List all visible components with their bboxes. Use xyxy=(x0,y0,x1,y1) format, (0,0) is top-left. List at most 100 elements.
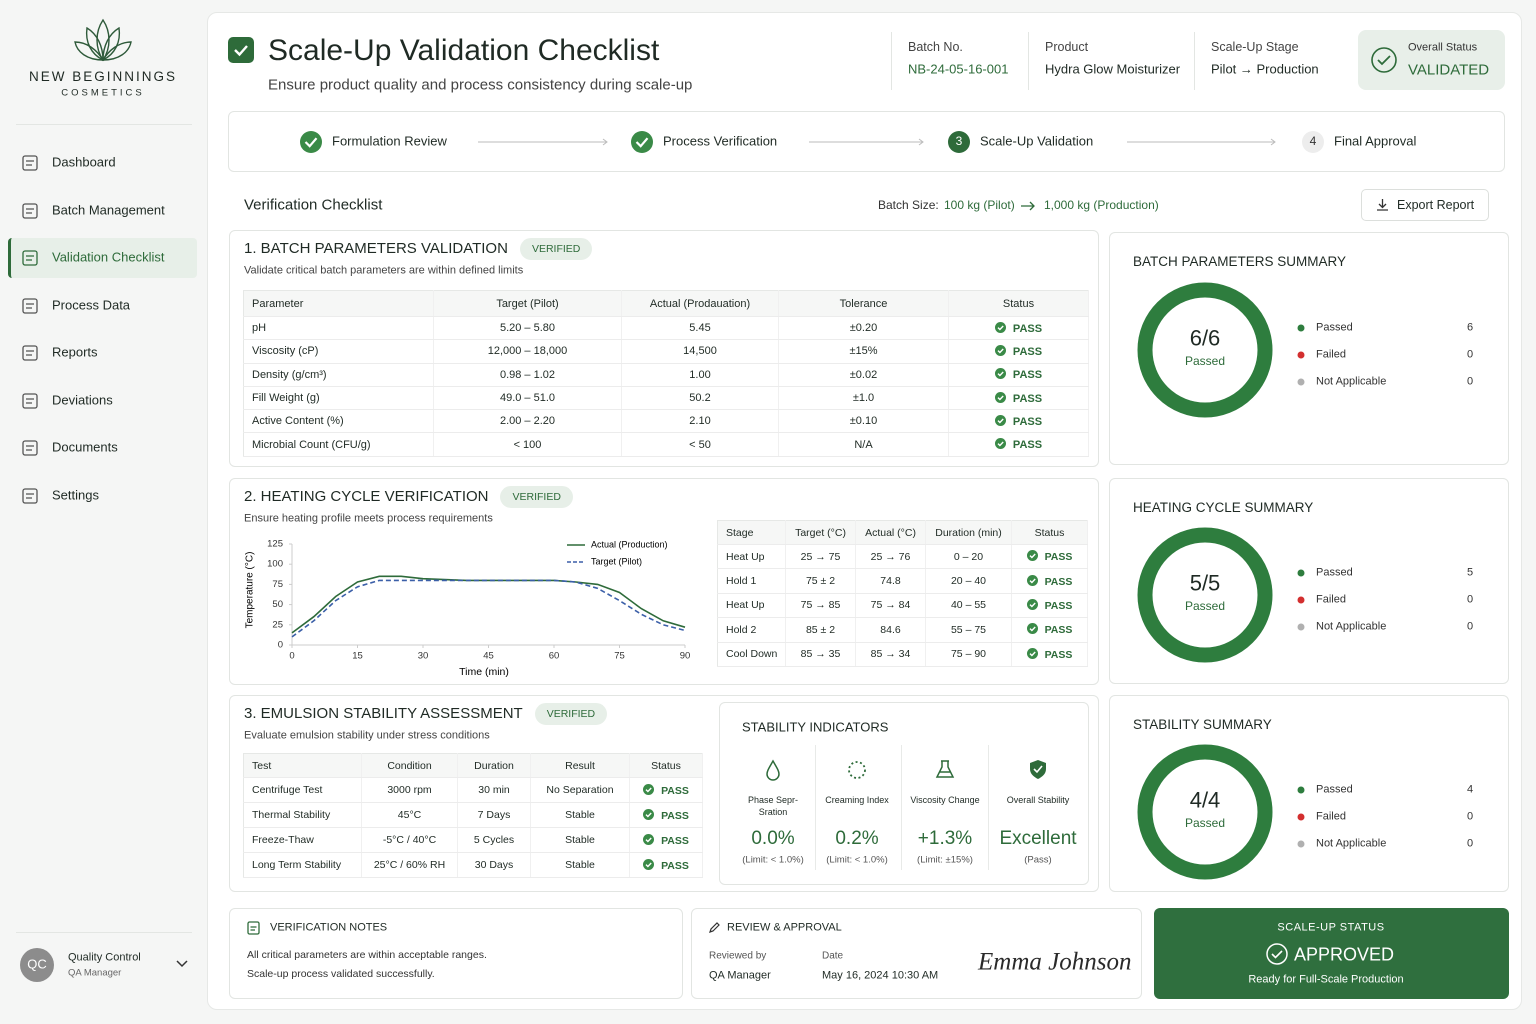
table-cell: 7 Days xyxy=(457,802,531,828)
legend-value: 0 xyxy=(1466,620,1474,633)
summary-title: STABILITY SUMMARY xyxy=(1133,717,1272,733)
table-row: Long Term Stability 25°C / 60% RH 30 Days S… xyxy=(243,852,703,878)
table-cell: PASS xyxy=(1011,544,1088,570)
donut-label: Passed xyxy=(1184,816,1226,831)
table-cell: PASS xyxy=(948,432,1089,457)
nav-active xyxy=(8,238,197,278)
pass-icon xyxy=(994,321,1006,333)
table-cell: pH xyxy=(243,316,434,341)
chevron[interactable] xyxy=(176,960,188,968)
table-cell: PASS xyxy=(948,409,1089,434)
table-cell: Stable xyxy=(530,802,630,828)
y-tick-label: 25 xyxy=(272,619,283,630)
table-cell: 75 ± 2 xyxy=(785,568,856,594)
table-cell: PASS xyxy=(1011,568,1088,594)
table-cell: Heat Up xyxy=(717,593,786,619)
notes-line: All critical parameters are within accep… xyxy=(247,948,487,961)
column-header: Duration xyxy=(457,753,531,778)
nav-item[interactable]: Process Data xyxy=(52,297,131,313)
review-title: REVIEW & APPROVAL xyxy=(727,921,842,934)
badge: VERIFIED xyxy=(534,702,608,726)
table-cell: 12,000 – 18,000 xyxy=(433,339,622,364)
table-cell: 45°C xyxy=(361,802,458,828)
separator xyxy=(815,745,816,870)
y-tick-label: 75 xyxy=(272,579,283,590)
status-pass: PASS xyxy=(1012,439,1043,452)
table-cell: Density (g/cm³) xyxy=(243,363,434,387)
table-cell: Microbial Count (CFU/g) xyxy=(243,432,434,457)
table-cell: 2.00 – 2.20 xyxy=(433,409,622,434)
legend-label: Passed xyxy=(1316,566,1353,579)
nav-item[interactable]: Settings xyxy=(52,487,99,503)
pass-icon xyxy=(994,344,1006,356)
stability-icon xyxy=(935,760,955,778)
legend-dot xyxy=(1297,840,1305,848)
section-title: 1. BATCH PARAMETERS VALIDATION xyxy=(244,240,508,258)
table-cell: Stable xyxy=(530,827,630,853)
table-cell: 84.6 xyxy=(855,617,926,643)
section-title: 3. EMULSION STABILITY ASSESSMENT xyxy=(244,705,523,723)
step-connector xyxy=(809,138,924,146)
review-label: Reviewed by xyxy=(709,950,767,962)
nav-icon xyxy=(22,487,38,504)
table-cell: 25°C / 60% RH xyxy=(361,852,458,878)
nav-item[interactable]: Documents xyxy=(52,439,118,455)
legend-value: 0 xyxy=(1466,810,1474,823)
title-check-mark xyxy=(234,45,248,57)
nav-item[interactable]: Validation Checklist xyxy=(52,249,165,265)
indicator-limit: (Limit: ±15%) xyxy=(917,854,973,866)
step-connector xyxy=(1127,138,1276,146)
summary-panel xyxy=(1109,232,1509,465)
step-number: 3 xyxy=(955,134,963,149)
step-connector xyxy=(478,138,608,146)
table-cell: 85 → 35 xyxy=(785,642,856,667)
step-label: Formulation Review xyxy=(332,133,447,149)
pass-icon xyxy=(643,808,655,820)
indicator-name: Overall Stability xyxy=(1006,795,1070,805)
status-label: Overall Status xyxy=(1408,41,1478,54)
nav-item[interactable]: Reports xyxy=(52,344,98,360)
legend-value: 0 xyxy=(1466,375,1474,388)
table-cell: 50.2 xyxy=(621,386,779,411)
table-cell: 85 → 34 xyxy=(855,642,926,667)
table-cell: < 50 xyxy=(621,432,779,457)
nav-item[interactable]: Batch Management xyxy=(52,202,165,218)
table-cell: 25 → 75 xyxy=(785,544,856,570)
arrow xyxy=(1021,201,1035,211)
table-cell: Heat Up xyxy=(717,544,786,570)
notes-icon xyxy=(247,921,260,935)
table-cell: Hold 1 xyxy=(717,568,786,594)
x-axis-title: Time (min) xyxy=(459,666,509,678)
legend-label: Failed xyxy=(1316,348,1346,361)
nav-icon xyxy=(22,440,38,456)
nav-item[interactable]: Dashboard xyxy=(52,154,116,170)
x-tick-label: 60 xyxy=(549,651,560,662)
x-tick-label: 45 xyxy=(483,651,494,662)
nav-icon xyxy=(22,297,38,314)
section-header: 3. EMULSION STABILITY ASSESSMENT VERIFIED xyxy=(244,702,608,726)
avatar xyxy=(20,948,54,982)
table-cell: Hold 2 xyxy=(717,617,786,643)
pass-icon xyxy=(1026,647,1038,659)
table-cell: PASS xyxy=(948,316,1089,341)
nav-icon xyxy=(22,202,38,219)
status-pass: PASS xyxy=(661,834,689,847)
user-role: QA Manager xyxy=(68,967,122,979)
review-value: May 16, 2024 10:30 AM xyxy=(822,969,939,982)
table-cell: 1.00 xyxy=(621,363,779,387)
table-row: Thermal Stability 45°C 7 Days Stable PASS xyxy=(243,802,703,828)
table-cell: PASS xyxy=(948,386,1089,411)
x-tick-label: 90 xyxy=(680,651,691,662)
stability-icon xyxy=(848,761,866,779)
table-cell: Active Content (%) xyxy=(243,409,434,434)
step-number: 4 xyxy=(1309,134,1317,149)
table-row: Hold 1 75 ± 2 74.8 20 – 40 PASS xyxy=(717,568,1088,594)
review-panel xyxy=(691,908,1142,999)
pass-icon xyxy=(994,391,1006,403)
table-cell: < 100 xyxy=(433,432,622,457)
table-cell: Centrifuge Test xyxy=(243,777,362,803)
y-tick-label: 50 xyxy=(272,599,283,610)
batch-size-production: 1,000 kg (Production) xyxy=(1044,198,1159,213)
meta-label: Scale-Up Stage xyxy=(1211,39,1299,54)
nav-item[interactable]: Deviations xyxy=(52,392,113,408)
